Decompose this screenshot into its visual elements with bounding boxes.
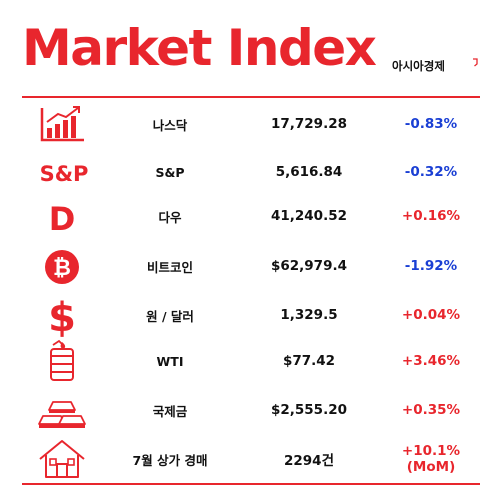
index-value: $2,555.20 [270, 402, 347, 418]
list-item: $ 원 / 달러 1,329.5 +0.04% [22, 289, 480, 341]
svg-text:D: D [49, 200, 76, 238]
index-name: WTI [156, 353, 184, 369]
index-name: S&P [155, 164, 185, 180]
gold-bars-icon [38, 401, 86, 428]
index-value: $77.42 [282, 353, 336, 369]
index-value: $62,979.4 [270, 258, 347, 274]
house-icon [39, 440, 85, 478]
top-divider [22, 96, 480, 98]
list-item: D 다우 41,240.52 +0.16% [22, 190, 480, 242]
index-value: 41,240.52 [270, 208, 347, 224]
list-item: 나스닥 17,729.28 -0.83% [22, 98, 480, 150]
index-value: 17,729.28 [270, 116, 347, 132]
oil-barrel-icon [50, 339, 74, 381]
index-change: +10.1% (MoM) [401, 443, 461, 475]
brand-mark-icon [473, 58, 478, 67]
index-value: 1,329.5 [280, 307, 338, 323]
bottom-divider [22, 483, 480, 485]
svg-text:₿: ₿ [53, 256, 71, 281]
index-change: +0.04% [401, 307, 461, 323]
index-change: +0.35% [401, 402, 461, 418]
list-item: WTI $77.42 +3.46% [22, 335, 480, 387]
index-name: 국제금 [152, 403, 188, 419]
index-name: 다우 [158, 209, 182, 225]
dow-d-icon: D [49, 200, 76, 238]
index-change: -0.32% [404, 164, 458, 180]
index-value: 5,616.84 [275, 164, 343, 180]
bar-chart-up-icon [40, 106, 84, 142]
header: Market Index 아시아경제 [0, 0, 500, 96]
index-change: -0.83% [404, 116, 458, 132]
index-change: +0.16% [401, 208, 461, 224]
index-name: 원 / 달러 [146, 308, 194, 324]
index-change: -1.92% [404, 258, 458, 274]
list-item: ₿ 비트코인 $62,979.4 -1.92% [22, 240, 480, 292]
sp-logo-icon: S&P [40, 162, 89, 186]
index-value: 2294건 [284, 453, 334, 469]
bitcoin-icon: ₿ [45, 250, 79, 284]
page-title: Market Index [22, 19, 377, 77]
index-name: 나스닥 [152, 117, 188, 133]
dollar-sign-icon: $ [48, 295, 76, 337]
svg-text:$: $ [48, 295, 76, 337]
index-name: 비트코인 [146, 259, 193, 275]
svg-text:S&P: S&P [40, 162, 89, 186]
index-change: +3.46% [401, 353, 461, 369]
list-item: 국제금 $2,555.20 +0.35% [22, 384, 480, 436]
list-item: S&P S&P 5,616.84 -0.32% [22, 146, 480, 198]
brand-label: 아시아경제 [392, 59, 445, 73]
list-item: 7월 상가 경매 2294건 +10.1% (MoM) [22, 433, 480, 485]
index-name: 7월 상가 경매 [132, 452, 208, 468]
